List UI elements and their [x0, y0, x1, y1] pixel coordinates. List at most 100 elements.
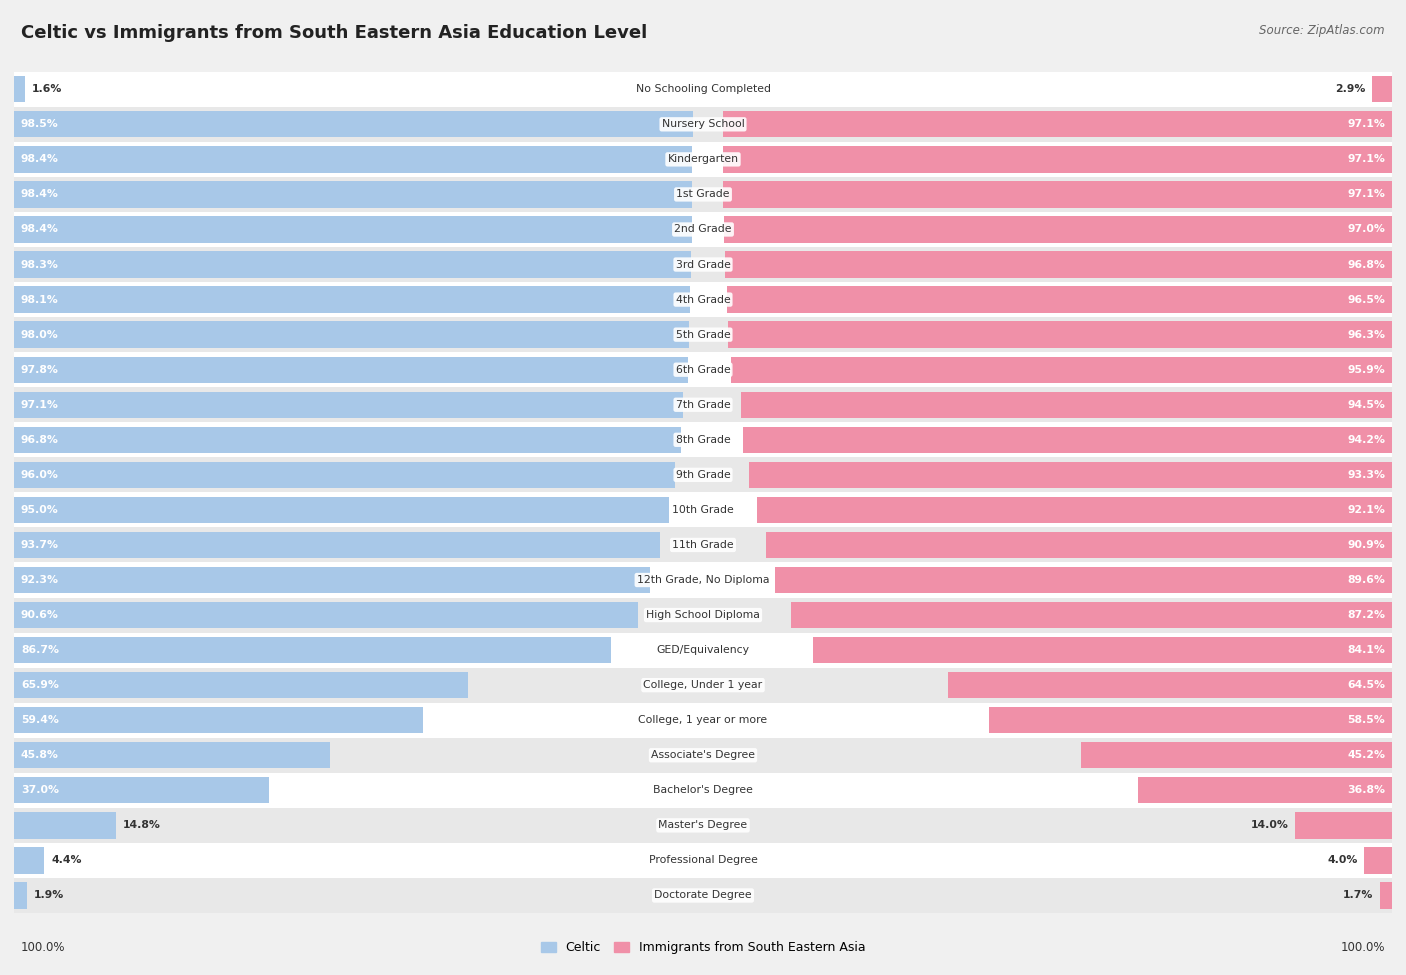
Text: Source: ZipAtlas.com: Source: ZipAtlas.com [1260, 24, 1385, 37]
Text: 98.4%: 98.4% [21, 154, 59, 165]
Bar [14, 282, 1392, 317]
Bar [14, 422, 1392, 457]
Text: 96.5%: 96.5% [1347, 294, 1385, 304]
Text: 94.5%: 94.5% [1347, 400, 1385, 410]
Text: High School Diploma: High School Diploma [647, 610, 759, 620]
Bar [14, 777, 269, 803]
Text: 12th Grade, No Diploma: 12th Grade, No Diploma [637, 575, 769, 585]
Bar [742, 427, 1392, 453]
Bar [14, 176, 1392, 212]
Bar [14, 672, 468, 698]
Bar [14, 181, 692, 208]
Bar [14, 531, 659, 558]
Bar [14, 146, 692, 173]
Text: 1.7%: 1.7% [1343, 890, 1374, 901]
Bar [813, 637, 1392, 663]
Text: 94.2%: 94.2% [1347, 435, 1385, 445]
Text: College, Under 1 year: College, Under 1 year [644, 681, 762, 690]
Text: 7th Grade: 7th Grade [676, 400, 730, 410]
Bar [14, 427, 681, 453]
Text: 64.5%: 64.5% [1347, 681, 1385, 690]
Text: 37.0%: 37.0% [21, 785, 59, 796]
Bar [14, 317, 1392, 352]
Text: 98.4%: 98.4% [21, 224, 59, 235]
Bar [14, 566, 650, 593]
Text: 97.1%: 97.1% [1347, 154, 1385, 165]
Bar [14, 812, 117, 838]
Bar [792, 602, 1392, 628]
Bar [14, 212, 1392, 247]
Bar [731, 357, 1392, 383]
Text: 98.3%: 98.3% [21, 259, 59, 269]
Bar [723, 111, 1392, 137]
Bar [14, 633, 1392, 668]
Bar [14, 72, 1392, 107]
Bar [749, 462, 1392, 488]
Bar [723, 181, 1392, 208]
Text: 4th Grade: 4th Grade [676, 294, 730, 304]
Text: 90.6%: 90.6% [21, 610, 59, 620]
Bar [14, 808, 1392, 843]
Bar [14, 287, 690, 313]
Text: 11th Grade: 11th Grade [672, 540, 734, 550]
Bar [14, 392, 683, 418]
Text: 1.9%: 1.9% [34, 890, 65, 901]
Text: 5th Grade: 5th Grade [676, 330, 730, 339]
Text: 58.5%: 58.5% [1347, 716, 1385, 725]
Bar [14, 598, 1392, 633]
Bar [14, 668, 1392, 703]
Bar [14, 847, 45, 874]
Text: 97.1%: 97.1% [1347, 119, 1385, 130]
Bar [988, 707, 1392, 733]
Bar [14, 707, 423, 733]
Text: 6th Grade: 6th Grade [676, 365, 730, 374]
Text: 4.4%: 4.4% [51, 855, 82, 866]
Text: 10th Grade: 10th Grade [672, 505, 734, 515]
Text: 97.0%: 97.0% [1347, 224, 1385, 235]
Text: 96.3%: 96.3% [1347, 330, 1385, 339]
Text: 2nd Grade: 2nd Grade [675, 224, 731, 235]
Text: 84.1%: 84.1% [1347, 645, 1385, 655]
Text: 92.3%: 92.3% [21, 575, 59, 585]
Bar [724, 216, 1392, 243]
Text: 98.0%: 98.0% [21, 330, 59, 339]
Text: 97.8%: 97.8% [21, 365, 59, 374]
Bar [14, 462, 675, 488]
Text: Kindergarten: Kindergarten [668, 154, 738, 165]
Text: 90.9%: 90.9% [1347, 540, 1385, 550]
Text: 98.4%: 98.4% [21, 189, 59, 200]
Bar [725, 252, 1392, 278]
Text: 1.6%: 1.6% [32, 84, 62, 95]
Text: 1st Grade: 1st Grade [676, 189, 730, 200]
Bar [741, 392, 1392, 418]
Bar [14, 216, 692, 243]
Text: Associate's Degree: Associate's Degree [651, 750, 755, 760]
Text: 86.7%: 86.7% [21, 645, 59, 655]
Bar [14, 496, 669, 523]
Text: Professional Degree: Professional Degree [648, 855, 758, 866]
Text: 98.1%: 98.1% [21, 294, 59, 304]
Bar [14, 76, 25, 102]
Bar [14, 252, 692, 278]
Bar [1364, 847, 1392, 874]
Bar [1295, 812, 1392, 838]
Text: 96.0%: 96.0% [21, 470, 59, 480]
Text: 96.8%: 96.8% [1347, 259, 1385, 269]
Text: Nursery School: Nursery School [662, 119, 744, 130]
Text: 45.2%: 45.2% [1347, 750, 1385, 760]
Bar [14, 602, 638, 628]
Text: 98.5%: 98.5% [21, 119, 59, 130]
Text: 4.0%: 4.0% [1327, 855, 1358, 866]
Bar [14, 742, 329, 768]
Bar [14, 107, 1392, 141]
Bar [14, 357, 688, 383]
Text: 87.2%: 87.2% [1347, 610, 1385, 620]
Bar [727, 287, 1392, 313]
Bar [766, 531, 1392, 558]
Text: 14.8%: 14.8% [122, 820, 160, 831]
Bar [1381, 882, 1392, 909]
Text: 65.9%: 65.9% [21, 681, 59, 690]
Bar [14, 247, 1392, 282]
Text: 97.1%: 97.1% [1347, 189, 1385, 200]
Text: 89.6%: 89.6% [1347, 575, 1385, 585]
